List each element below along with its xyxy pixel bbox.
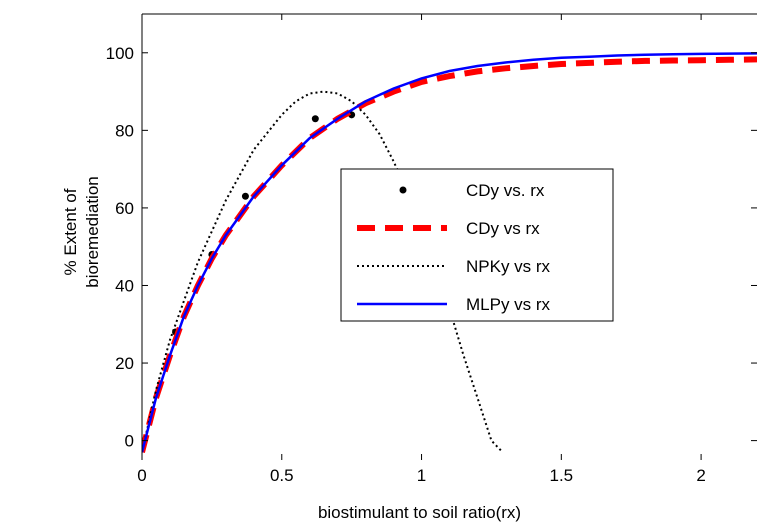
x-tick-label-3: 1.5 bbox=[549, 466, 573, 485]
data-point-cdy-vs-rx-4 bbox=[311, 115, 319, 123]
series-line-npky-vs-rx bbox=[142, 90, 504, 453]
y-tick-label-4: 80 bbox=[115, 121, 134, 140]
y-tick-label-0: 0 bbox=[125, 432, 134, 451]
y-axis-label-line-0: % Extent of bbox=[61, 188, 80, 275]
legend: CDy vs. rx CDy vs rx NPKy vs rx MLPy vs rx bbox=[340, 168, 614, 322]
legend-marker-cdy-vs-rx bbox=[399, 186, 407, 194]
legend-label-mlpy-vs-rx: MLPy vs rx bbox=[466, 295, 551, 314]
x-tick-label-1: 0.5 bbox=[270, 466, 294, 485]
legend-label-cdy-vs-rx: CDy vs rx bbox=[466, 219, 540, 238]
y-tick-label-1: 20 bbox=[115, 354, 134, 373]
y-tick-label-2: 40 bbox=[115, 276, 134, 295]
legend-box bbox=[340, 168, 614, 322]
y-tick-label-3: 60 bbox=[115, 199, 134, 218]
legend-label-cdy-vs-rx: CDy vs. rx bbox=[466, 181, 545, 200]
x-tick-label-0: 0 bbox=[137, 466, 146, 485]
x-tick-label-2: 1 bbox=[417, 466, 426, 485]
series-line-mlpy-vs-rx bbox=[142, 52, 757, 453]
y-tick-label-5: 100 bbox=[106, 44, 134, 63]
x-axis-label: biostimulant to soil ratio(rx) bbox=[318, 503, 521, 522]
data-point-cdy-vs-rx-3 bbox=[241, 192, 249, 200]
plot-area bbox=[142, 52, 757, 453]
x-tick-label-4: 2 bbox=[696, 466, 705, 485]
y-axis-label-line-1: bioremediation bbox=[83, 176, 102, 288]
legend-label-npky-vs-rx: NPKy vs rx bbox=[466, 257, 551, 276]
